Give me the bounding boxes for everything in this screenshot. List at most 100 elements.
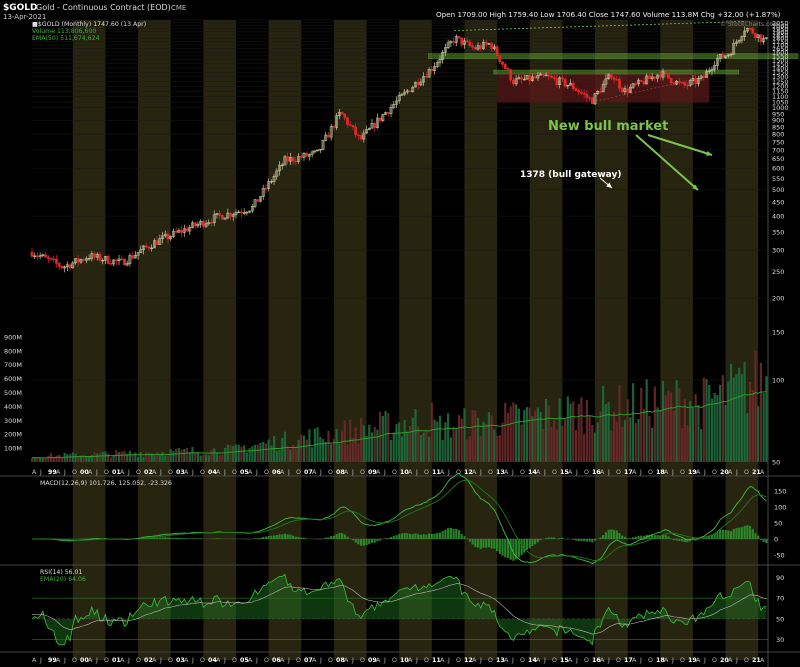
candle-body	[373, 123, 377, 128]
x-tick-label: 19	[688, 469, 697, 476]
candle-body	[677, 80, 681, 83]
candle-body	[297, 156, 300, 162]
x-tick-label: A	[184, 469, 189, 476]
macd-histogram-bar	[302, 537, 306, 539]
x-tick-label: A	[280, 657, 285, 664]
macd-histogram-bar	[618, 533, 621, 539]
macd-histogram-bar	[389, 536, 393, 539]
volume-bar	[213, 448, 216, 462]
volume-bar	[302, 435, 306, 462]
volume-bar	[77, 457, 80, 462]
candle-body	[264, 188, 268, 190]
macd-histogram-bar	[621, 535, 624, 539]
x-tick-label: J	[671, 469, 674, 476]
volume-bar	[172, 451, 175, 462]
candle-body	[452, 41, 455, 43]
macd-histogram-bar	[591, 538, 594, 543]
volume-bar	[457, 415, 461, 462]
candle-body	[226, 212, 230, 219]
macd-histogram-bar	[550, 537, 553, 539]
volume-bar	[389, 439, 393, 462]
volume-bar	[436, 421, 439, 462]
candle-body	[686, 84, 689, 87]
candle-body	[240, 211, 243, 214]
volume-bar	[136, 456, 140, 462]
volume-bar	[653, 386, 656, 462]
x-tick-label: J	[383, 657, 386, 664]
x-tick-label: 01	[112, 657, 121, 664]
candle-body	[74, 258, 77, 264]
volume-bar	[169, 449, 172, 462]
candle-body	[560, 77, 564, 80]
candle-body	[607, 73, 611, 80]
volume-bar	[471, 410, 474, 462]
candle-body	[446, 42, 450, 48]
volume-bar	[147, 452, 151, 462]
x-tick-label: J	[447, 657, 450, 664]
volume-bar	[683, 399, 686, 462]
volume-bar	[621, 426, 624, 462]
macd-histogram-bar	[354, 538, 357, 543]
candle-body	[57, 262, 61, 267]
x-tick-label: 07	[304, 657, 313, 664]
candle-body	[691, 78, 695, 81]
candle-body	[392, 104, 396, 108]
candle-body	[144, 245, 148, 248]
x-tick-label: J	[159, 657, 162, 664]
candle-body	[286, 156, 290, 162]
macd-histogram-bar	[262, 536, 265, 539]
volume-bar	[330, 444, 333, 462]
macd-histogram-bar	[172, 537, 175, 539]
macd-histogram-bar	[493, 538, 496, 549]
candle-body	[343, 113, 347, 119]
candle-body	[596, 90, 600, 94]
x-tick-label: O	[264, 657, 269, 664]
candle-body	[223, 217, 227, 220]
candle-body	[424, 76, 428, 78]
candle-body	[381, 114, 385, 121]
macd-histogram-bar	[346, 536, 349, 539]
volume-bar	[531, 416, 534, 462]
x-tick-label: A	[568, 657, 573, 664]
bull-market-arrow-low-head	[692, 184, 698, 190]
volume-bar	[515, 404, 518, 462]
volume-bar	[656, 407, 659, 462]
candle-body	[672, 82, 676, 85]
candle-body	[590, 97, 594, 105]
x-tick-label: A	[440, 469, 445, 476]
volume-bar	[161, 451, 164, 462]
candle-body	[637, 79, 640, 85]
volume-bar	[460, 418, 463, 462]
macd-histogram-bar	[534, 538, 537, 545]
volume-bar	[425, 429, 428, 462]
macd-histogram-bar	[414, 533, 417, 539]
candle-body	[740, 36, 744, 41]
macd-histogram-bar	[629, 538, 632, 539]
macd-histogram-bar	[264, 536, 267, 539]
candle-body	[316, 149, 319, 152]
volume-bar	[47, 455, 50, 462]
macd-histogram-bar	[544, 538, 548, 539]
candle-body	[566, 84, 570, 87]
candle-body	[408, 90, 412, 93]
candle-body	[588, 97, 591, 99]
trend-line-low	[591, 76, 707, 103]
macd-histogram-bar	[452, 528, 455, 539]
volume-bar	[694, 394, 697, 462]
volume-bar	[544, 398, 548, 462]
volume-bar	[588, 415, 591, 462]
volume-bar	[316, 427, 319, 462]
macd-histogram-bar	[675, 538, 678, 541]
candle-body	[471, 45, 475, 48]
volume-bar	[583, 433, 586, 462]
price-tick-label: 200	[772, 295, 784, 303]
x-tick-label: 14	[528, 657, 537, 664]
x-tick-label: 10	[400, 657, 409, 664]
macd-histogram-bar	[188, 538, 191, 539]
candle-body	[397, 95, 401, 102]
x-tick-label: O	[424, 469, 429, 476]
x-tick-label: A	[408, 657, 413, 664]
candle-body	[63, 266, 67, 269]
macd-histogram-bar	[593, 538, 597, 541]
candle-body	[582, 92, 586, 95]
